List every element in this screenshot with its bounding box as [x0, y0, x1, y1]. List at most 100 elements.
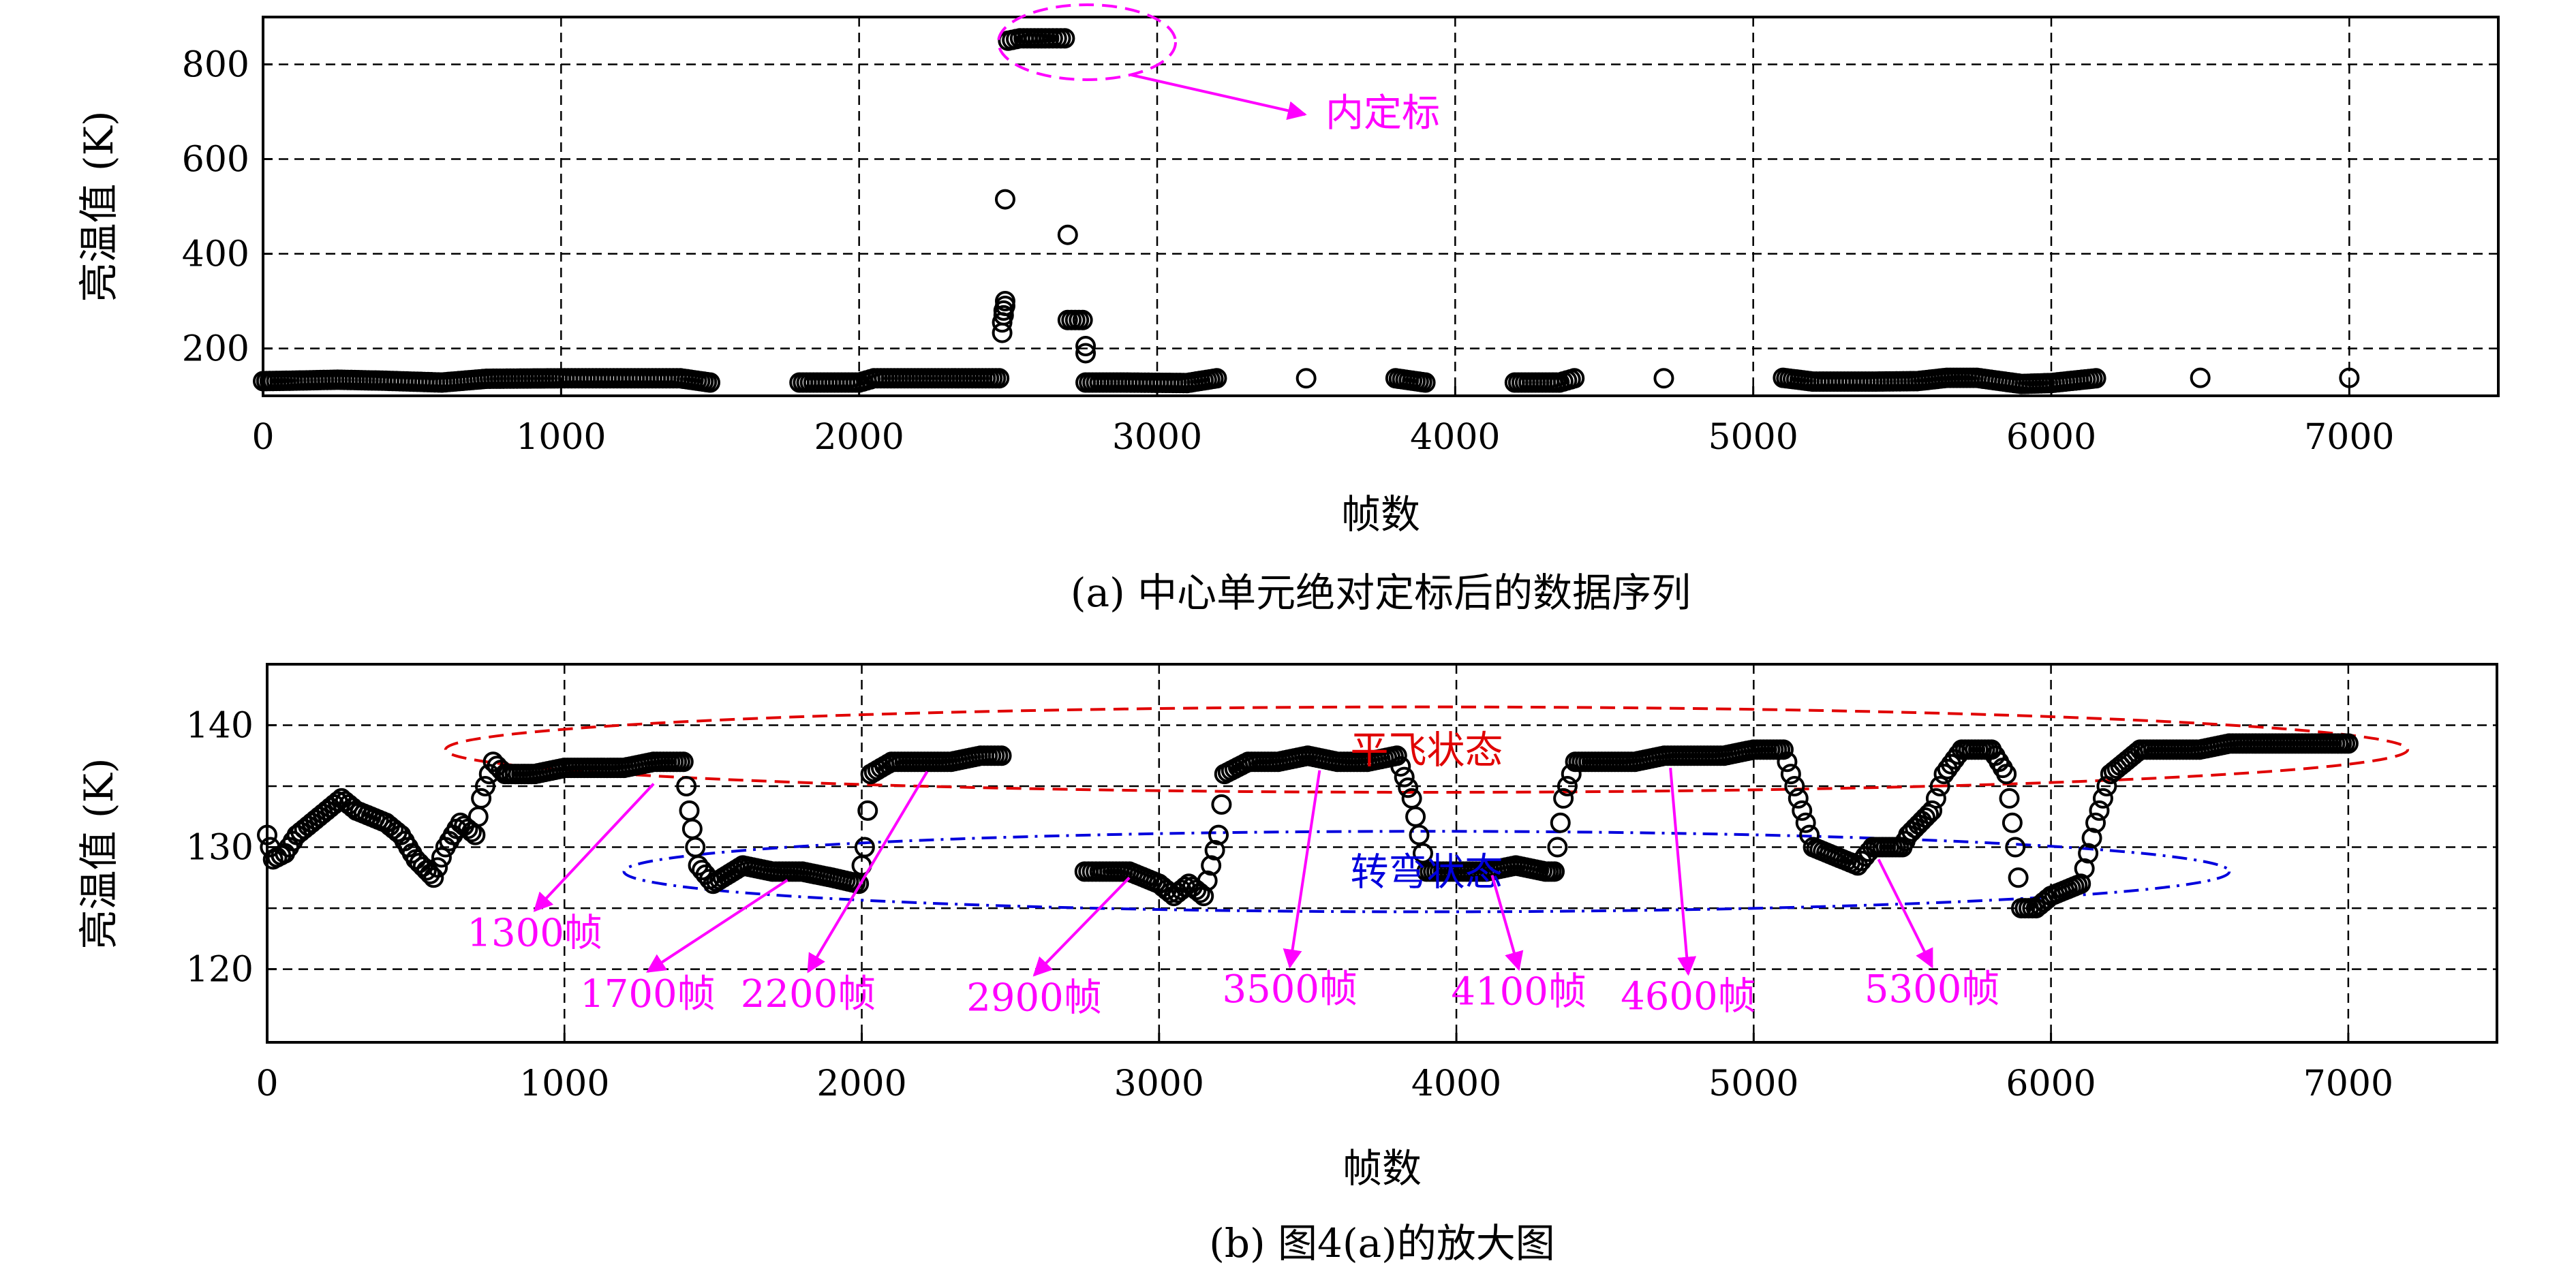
data-point [1197, 870, 1218, 891]
panel-b: 0 1000 2000 3000 4000 5000 6000 7000 120130140 … [76, 663, 2498, 1266]
data-point [1204, 840, 1225, 861]
data-point [1996, 764, 2017, 785]
frame-arrow [1877, 858, 1933, 969]
frame-label: 2900帧 [966, 976, 1102, 1021]
x-tick-label: 4000 [1411, 1063, 1501, 1104]
data-point [427, 857, 448, 878]
y-tick-label: 400 [182, 234, 249, 275]
data-point [257, 824, 277, 845]
data-point [2070, 873, 2091, 894]
data-point [1780, 764, 1801, 785]
x-axis-label-a: 帧数 [1341, 491, 1420, 538]
x-tick-label: 1000 [516, 417, 606, 458]
data-point [1201, 855, 1222, 876]
y-tick-label: 140 [186, 706, 254, 747]
x-tick-label: 5000 [1708, 1063, 1798, 1104]
data-point [2005, 837, 2026, 858]
data-point [1072, 309, 1093, 330]
data-points-b [257, 733, 2359, 919]
data-point [467, 806, 489, 827]
data-point [994, 291, 1015, 311]
data-point [2092, 788, 2113, 809]
data-point [2085, 368, 2106, 389]
data-point [2078, 843, 2099, 864]
data-point [700, 372, 720, 393]
data-point [474, 776, 495, 797]
data-point [2089, 800, 2110, 821]
level-flight-label: 平飞状态 [1350, 728, 1503, 773]
data-point [1564, 368, 1585, 389]
x-axis-label-b: 帧数 [1343, 1145, 1422, 1192]
data-point [1784, 776, 1805, 797]
y-axis-label-a: 亮温值 (K) [76, 110, 122, 302]
data-point [1929, 776, 1950, 797]
frame-label: 4100帧 [1451, 970, 1586, 1014]
data-point [1898, 824, 1919, 845]
data-point [1773, 739, 1794, 760]
frame-arrow [1283, 770, 1321, 969]
data-point [1057, 224, 1078, 245]
internal-calibration-label: 内定标 [1325, 91, 1440, 136]
data-point [676, 776, 697, 797]
frame-label: 4600帧 [1621, 975, 1756, 1019]
data-point [1390, 756, 1411, 777]
data-point [1415, 372, 1436, 393]
data-point [1922, 800, 1943, 821]
caption-a: (a) 中心单元绝对定标后的数据序列 [1071, 570, 1691, 616]
data-point [2081, 828, 2102, 849]
data-point [681, 818, 703, 839]
frame-label: 5300帧 [1865, 967, 2000, 1012]
level-flight-ellipse [444, 705, 2410, 794]
data-point [2074, 858, 2095, 879]
grid-a [262, 17, 2498, 396]
data-point [1075, 343, 1097, 364]
data-point [857, 800, 878, 821]
x-tick-label: 0 [251, 417, 274, 458]
x-tick-label: 3000 [1112, 417, 1202, 458]
grid-b [266, 664, 2497, 1042]
data-point [1777, 751, 1798, 773]
x-tick-label: 5000 [1708, 417, 1798, 458]
data-point [1915, 807, 1936, 828]
turning-label: 转弯状态 [1350, 850, 1503, 894]
internal-calibration-ellipse [997, 3, 1177, 81]
data-point [1075, 336, 1097, 357]
x-tick-labels-a: 0 1000 2000 3000 4000 5000 6000 7000 [251, 417, 2394, 458]
plot-frame-a [262, 16, 2500, 397]
x-tick-label: 2000 [814, 417, 904, 458]
x-tick-labels-b: 0 1000 2000 3000 4000 5000 6000 7000 [256, 1063, 2393, 1104]
panel-a: 0 1000 2000 3000 4000 5000 6000 7000 200 400 600 8… [76, 3, 2500, 616]
data-point [991, 745, 1012, 766]
data-point [1295, 368, 1317, 389]
data-point [1901, 821, 1922, 842]
data-point [1398, 777, 1419, 798]
data-point [854, 837, 875, 858]
internal-calibration-arrow [1131, 74, 1307, 121]
annotations-a: 内定标 [997, 3, 1440, 136]
frame-arrow [1032, 876, 1131, 977]
y-tick-label: 120 [186, 950, 254, 991]
x-tick-label: 6000 [2006, 1063, 2096, 1104]
data-point [2190, 367, 2211, 388]
data-point [989, 368, 1010, 389]
data-point [1405, 806, 1426, 827]
x-tick-label: 2000 [816, 1063, 906, 1104]
y-tick-label: 200 [182, 329, 249, 370]
frame-arrow [807, 771, 929, 974]
frame-arrow [533, 783, 655, 912]
data-point [471, 788, 492, 809]
frame-arrow [646, 879, 788, 973]
x-tick-label: 7000 [2303, 1063, 2393, 1104]
data-point [423, 867, 444, 888]
frame-label: 2200帧 [741, 972, 876, 1016]
data-point [2002, 812, 2023, 833]
x-tick-label: 7000 [2304, 417, 2394, 458]
data-point [1054, 28, 1075, 49]
data-point [1999, 788, 2020, 809]
data-point [1394, 766, 1415, 788]
data-point [1653, 368, 1674, 389]
data-point [1386, 745, 1407, 766]
data-point [1544, 861, 1565, 882]
y-tick-labels-a: 200 400 600 800 [182, 45, 249, 370]
